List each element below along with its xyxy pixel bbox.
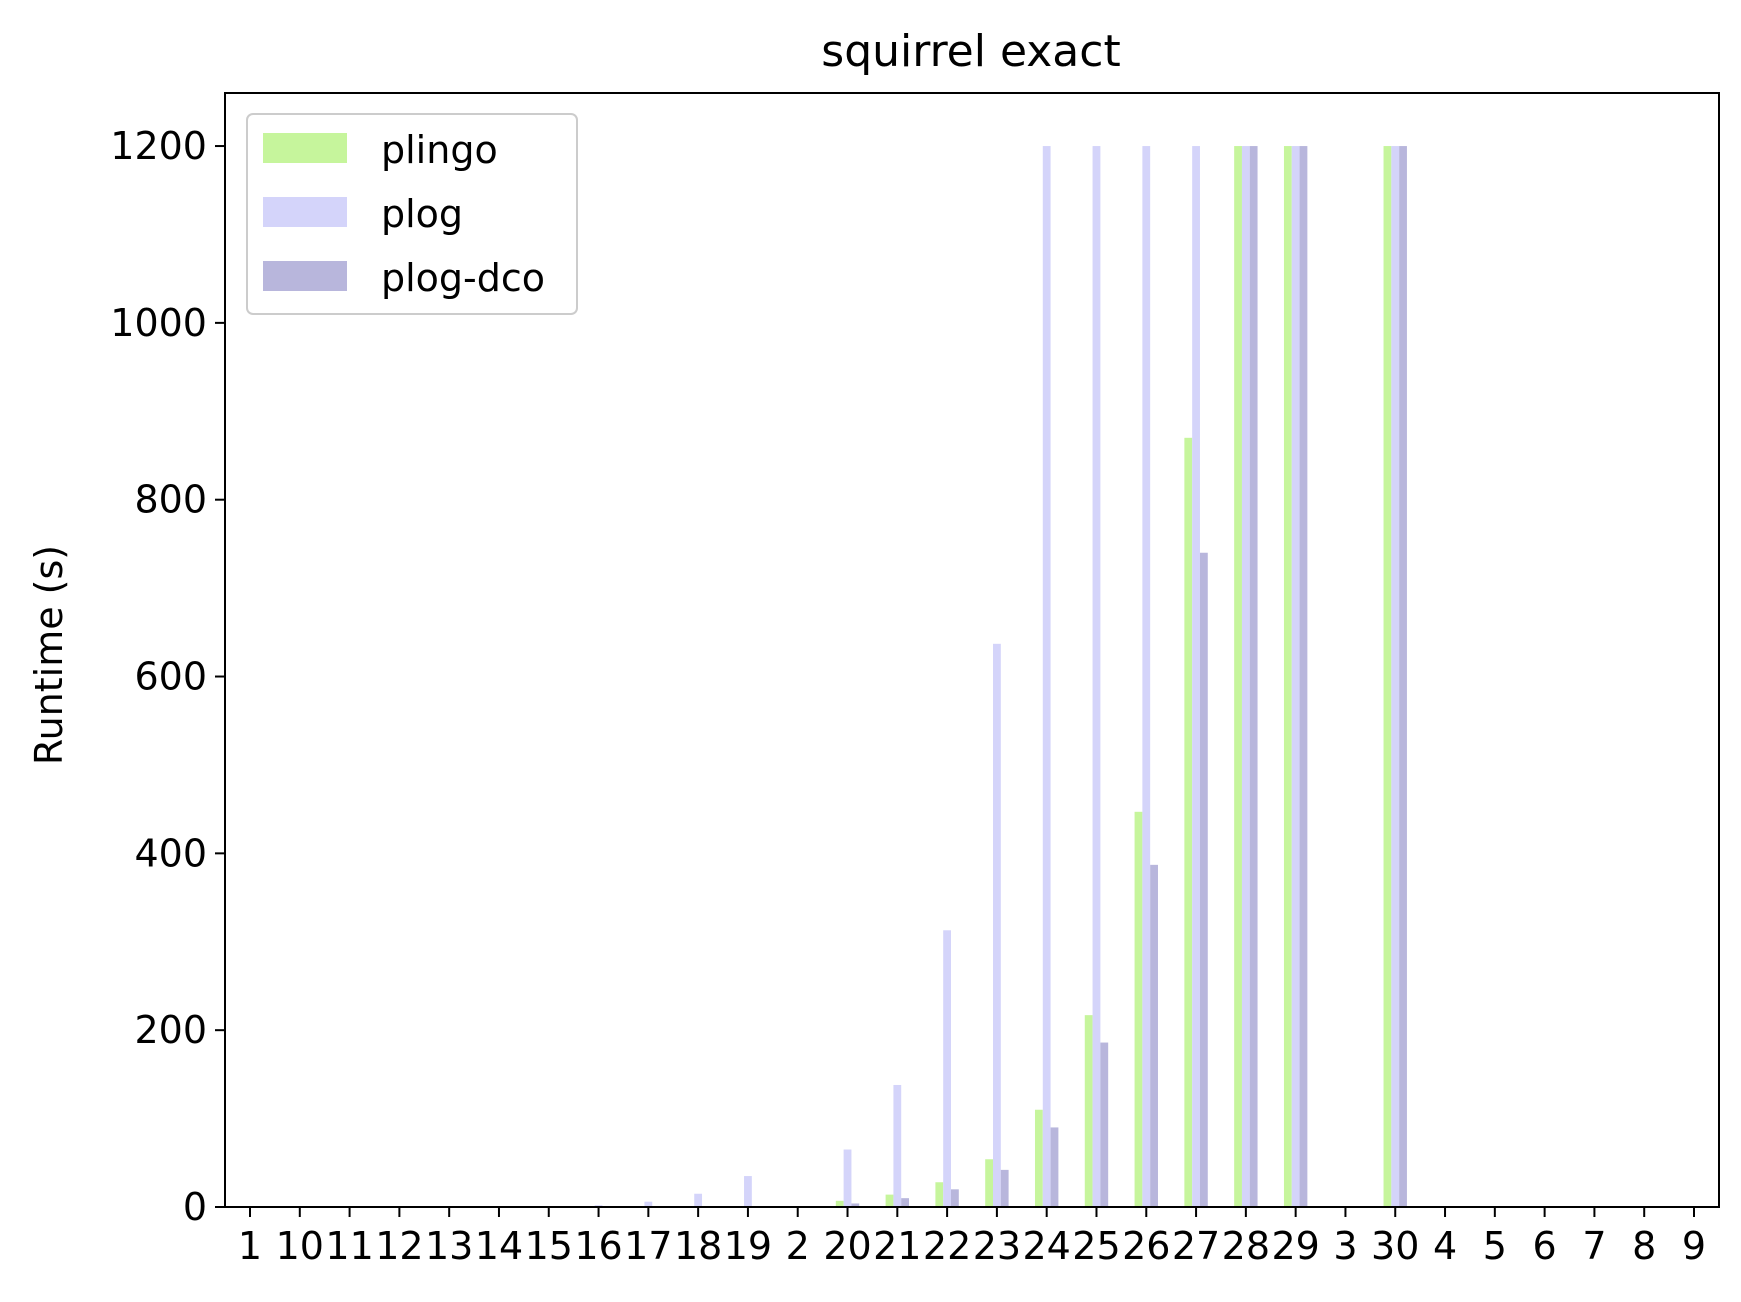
bar-plingo-26 <box>1134 811 1143 1207</box>
bar-plingo-20 <box>835 1200 844 1207</box>
x-tick-label: 11 <box>325 1224 373 1268</box>
x-tick-label: 27 <box>1172 1224 1220 1268</box>
y-axis-ticks: 0 200 400 600 800 1000 1200 <box>110 124 225 1229</box>
y-axis-label: Runtime (s) <box>27 545 71 765</box>
bar-plog-23 <box>993 643 1001 1207</box>
x-axis-ticks: 1 10 11 12 13 14 15 16 17 18 19 2 20 21 22 23 24 25 26 27 28… <box>238 1207 1706 1268</box>
x-tick-label: 29 <box>1271 1224 1319 1268</box>
x-tick-label: 30 <box>1371 1224 1419 1268</box>
bar-plingo-27 <box>1184 437 1193 1207</box>
legend-swatch-plingo <box>263 133 347 163</box>
x-tick-label: 26 <box>1122 1224 1170 1268</box>
x-tick-label: 17 <box>624 1224 672 1268</box>
x-tick-label: 3 <box>1333 1224 1357 1268</box>
x-tick-label: 5 <box>1483 1224 1507 1268</box>
bar-plog-dco-21 <box>901 1198 910 1207</box>
x-tick-label: 1 <box>238 1224 262 1268</box>
x-tick-label: 14 <box>475 1224 523 1268</box>
bar-plog-dco-23 <box>1000 1169 1009 1207</box>
bar-plog-dco-26 <box>1150 864 1158 1207</box>
bar-plog-dco-28 <box>1249 146 1258 1207</box>
x-tick-label: 6 <box>1533 1224 1557 1268</box>
x-tick-label: 24 <box>1023 1224 1071 1268</box>
y-tick-label: 1200 <box>110 124 207 168</box>
y-tick-label: 400 <box>134 831 207 875</box>
x-tick-label: 2 <box>786 1224 810 1268</box>
bar-plog-dco-27 <box>1199 552 1208 1207</box>
bar-plog-dco-24 <box>1050 1127 1059 1207</box>
legend: plingo plog plog-dco <box>246 113 578 315</box>
bar-plingo-24 <box>1034 1109 1043 1207</box>
bar-plog-24 <box>1042 146 1051 1207</box>
x-tick-label: 19 <box>724 1224 772 1268</box>
plot-frame <box>224 92 1720 1208</box>
x-tick-label: 21 <box>873 1224 921 1268</box>
y-tick-label: 200 <box>134 1008 207 1052</box>
x-tick-label: 10 <box>276 1224 324 1268</box>
bar-plog-22 <box>943 930 951 1207</box>
x-tick-label: 22 <box>923 1224 971 1268</box>
x-tick-label: 25 <box>1072 1224 1120 1268</box>
bar-plingo-30 <box>1383 146 1392 1207</box>
bar-plingo-23 <box>985 1159 993 1207</box>
bar-plog-20 <box>843 1149 852 1207</box>
bar-plingo-21 <box>885 1194 894 1207</box>
x-tick-label: 16 <box>574 1224 622 1268</box>
x-tick-label: 12 <box>375 1224 423 1268</box>
bar-plog-dco-30 <box>1399 146 1407 1207</box>
bars-group <box>594 146 1407 1207</box>
bar-plog-26 <box>1142 146 1151 1207</box>
bar-plingo-28 <box>1234 146 1242 1207</box>
bar-plog-dco-25 <box>1100 1042 1109 1207</box>
bar-plingo-25 <box>1084 1015 1093 1207</box>
legend-label-plog: plog <box>381 192 463 236</box>
legend-swatch-plog-dco <box>263 261 347 291</box>
y-tick-label: 600 <box>134 655 207 699</box>
bar-plingo-29 <box>1283 146 1292 1207</box>
bar-plog-19 <box>744 1176 752 1207</box>
x-tick-label: 4 <box>1433 1224 1457 1268</box>
bar-plog-dco-29 <box>1299 146 1308 1207</box>
x-tick-label: 13 <box>425 1224 473 1268</box>
y-tick-label: 800 <box>134 478 207 522</box>
x-tick-label: 18 <box>674 1224 722 1268</box>
x-tick-label: 23 <box>973 1224 1021 1268</box>
x-tick-label: 20 <box>823 1224 871 1268</box>
x-tick-label: 28 <box>1222 1224 1270 1268</box>
bar-plog-18 <box>694 1193 703 1207</box>
bar-plog-dco-20 <box>851 1203 860 1207</box>
bar-plog-27 <box>1192 146 1200 1207</box>
legend-label-plingo: plingo <box>381 128 498 172</box>
y-tick-label: 1000 <box>110 301 207 345</box>
bar-plog-dco-22 <box>951 1189 959 1207</box>
bar-plog-25 <box>1092 146 1101 1207</box>
bar-plog-29 <box>1291 146 1300 1207</box>
bar-plog-17 <box>644 1201 653 1207</box>
bar-plog-21 <box>893 1084 902 1207</box>
bar-plingo-22 <box>935 1182 944 1207</box>
y-tick-label: 0 <box>183 1185 207 1229</box>
legend-swatch-plog <box>263 197 347 227</box>
bar-plog-30 <box>1391 146 1400 1207</box>
chart-title: squirrel exact <box>821 26 1120 77</box>
x-tick-label: 7 <box>1582 1224 1606 1268</box>
legend-label-plog-dco: plog-dco <box>381 256 545 300</box>
bar-plog-28 <box>1241 146 1250 1207</box>
x-tick-label: 8 <box>1632 1224 1656 1268</box>
x-tick-label: 9 <box>1682 1224 1706 1268</box>
x-tick-label: 15 <box>525 1224 573 1268</box>
